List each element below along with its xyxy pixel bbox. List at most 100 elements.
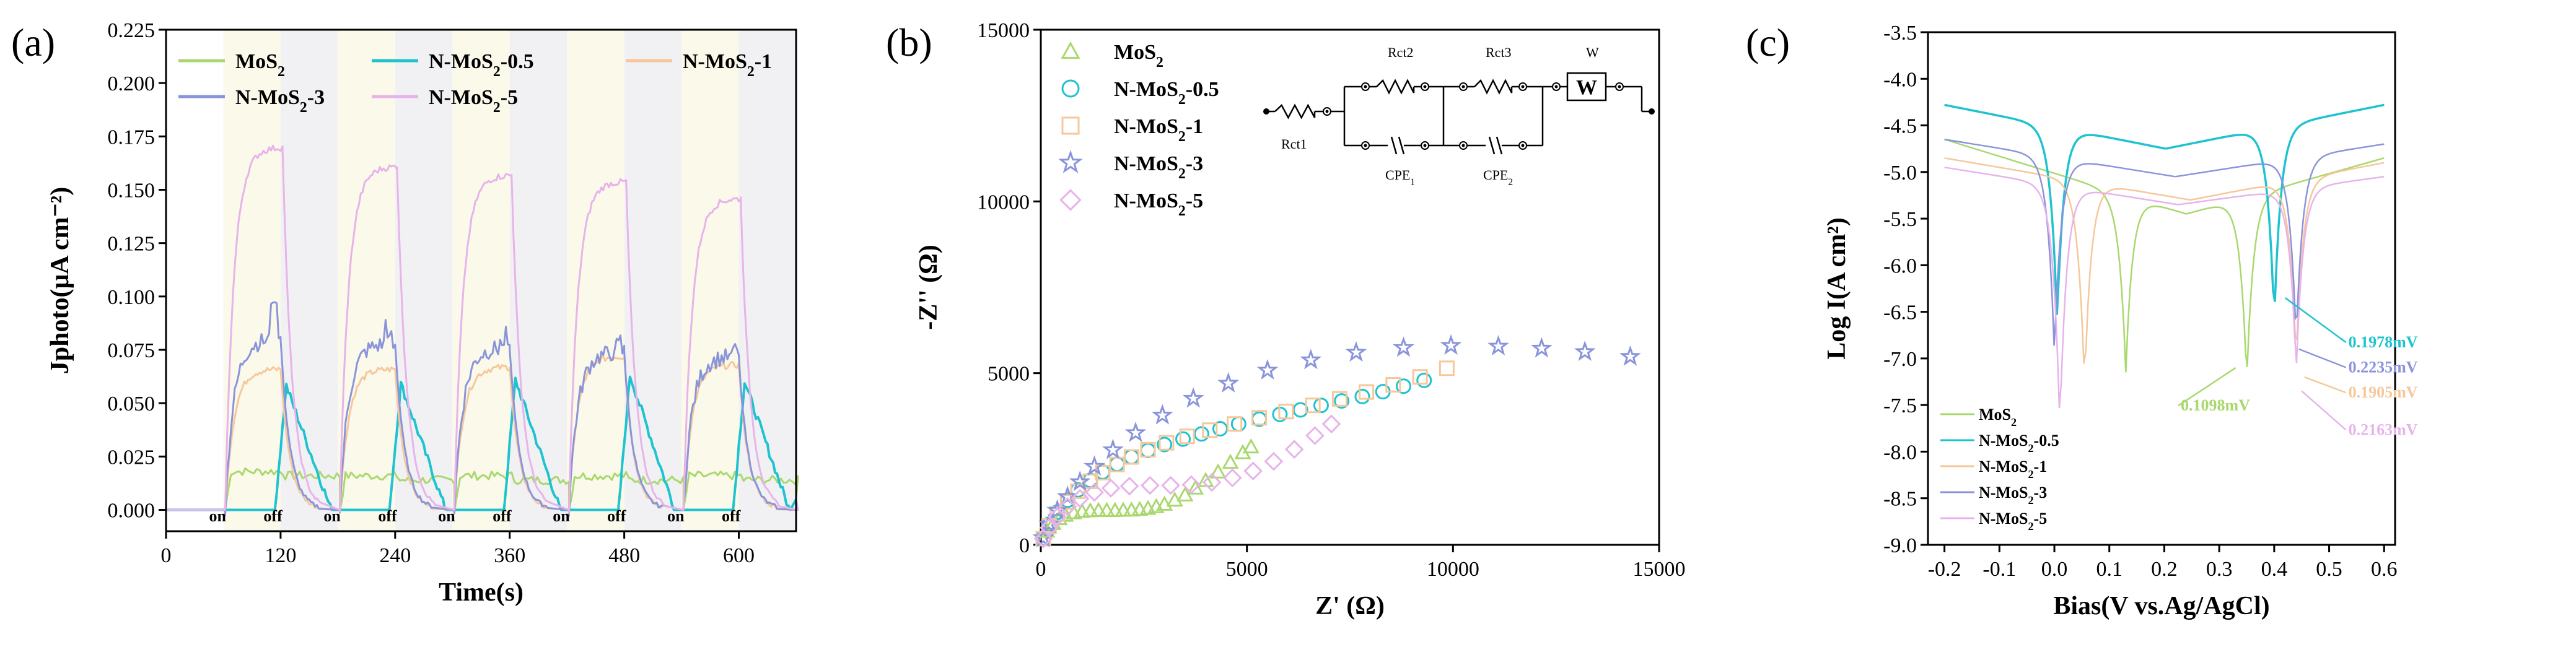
data-point	[1140, 441, 1156, 458]
x-tick-label: 0.0	[2041, 558, 2068, 581]
legend-label: MoS2	[1114, 41, 1163, 71]
light-on-band	[681, 30, 739, 531]
data-point	[1487, 335, 1509, 356]
data-point	[1156, 495, 1173, 511]
circuit-node-dot	[1461, 144, 1465, 147]
plot-frame	[1040, 28, 1660, 546]
circuit-label: Rct3	[1486, 45, 1512, 60]
x-tick-label: -0.1	[1982, 558, 2016, 581]
circuit-node-dot	[1423, 85, 1427, 89]
circuit-node-dot	[1461, 85, 1465, 89]
light-on-band	[338, 30, 395, 531]
series-line-1	[166, 467, 799, 513]
series-line-1	[1944, 138, 2187, 373]
series-line-4	[1944, 138, 2176, 346]
on-off-label: on	[323, 507, 341, 525]
data-point	[1227, 416, 1243, 432]
on-off-label: on	[438, 507, 455, 525]
circuit-resistor	[1376, 79, 1415, 95]
circuit-node-dot	[1364, 144, 1367, 147]
legend-marker	[1061, 116, 1080, 135]
data-point	[1230, 416, 1246, 432]
data-point	[1157, 436, 1173, 453]
legend-label: MoS2	[1979, 406, 2017, 428]
data-point	[1109, 456, 1125, 472]
data-point	[1090, 502, 1107, 517]
circuit-node-dot	[1423, 144, 1427, 147]
y-tick-label: 0.100	[108, 286, 156, 309]
series-line-4	[2175, 143, 2385, 321]
data-point	[1109, 456, 1125, 472]
y-tick-label: 10000	[977, 191, 1030, 214]
y-tick-label: -3.5	[1883, 22, 1917, 45]
y-tick-label: -7.0	[1883, 348, 1917, 371]
series-line-3	[1944, 157, 2191, 364]
data-point	[1179, 428, 1195, 445]
y-tick-label: 0.025	[108, 446, 156, 469]
circuit-label: Rct1	[1281, 136, 1307, 152]
x-axis-title: Bias(V vs.Ag/AgCl)	[2053, 592, 2269, 620]
circuit-node-dot	[1554, 85, 1558, 89]
circuit-node-dot	[1364, 85, 1367, 89]
circuit-resistor	[1474, 79, 1513, 95]
data-point	[1193, 426, 1209, 442]
data-point	[1181, 475, 1201, 495]
circuit-label: CPE2	[1483, 167, 1513, 188]
circuit-label: W	[1586, 45, 1599, 60]
legend-label: N-MoS2-0.5	[1114, 78, 1219, 108]
data-point	[1222, 453, 1239, 469]
plot-frame	[165, 28, 797, 532]
annotation-label: 0.1905mV	[2349, 383, 2418, 401]
on-off-label: on	[209, 507, 226, 525]
data-point	[1106, 502, 1124, 517]
light-off-band	[738, 30, 796, 531]
data-point	[1619, 345, 1641, 366]
y-tick-label: 0.150	[108, 180, 156, 202]
legend-label: N-MoS2-0.5	[1979, 432, 2059, 454]
y-tick-label: 0.125	[108, 233, 156, 256]
panel-b: 0 5000 10000 15000 0 5000 10000 15000 Z' (Ω) -Z''…	[886, 19, 1686, 620]
on-off-label: off	[607, 507, 626, 525]
series-line-4	[166, 301, 797, 517]
data-point	[1278, 404, 1294, 420]
x-tick-label: 0.4	[2261, 558, 2288, 581]
panel-a: on off on off on off on off on off 0 120 240 360 480 60…	[11, 19, 799, 607]
y-tick-label: -4.0	[1883, 68, 1917, 91]
panel-label: (a)	[11, 20, 55, 64]
series-line-2	[166, 375, 797, 511]
data-point	[1284, 440, 1304, 459]
data-point	[1084, 455, 1105, 476]
x-tick-label: 240	[379, 544, 411, 567]
legend-label: N-MoS2-3	[235, 86, 325, 116]
annotation-arrow	[2301, 390, 2347, 431]
data-point	[1082, 502, 1099, 518]
annotation-arrow	[2178, 367, 2236, 407]
y-tick-label: 15000	[977, 19, 1030, 42]
x-tick-label: 0	[161, 544, 172, 567]
data-point	[1101, 479, 1121, 498]
y-tick-label: 0.000	[108, 500, 156, 523]
circuit-label: Rct2	[1388, 45, 1414, 60]
data-point	[1161, 475, 1180, 495]
data-point	[1102, 438, 1124, 459]
circuit-cpe-plate	[1488, 136, 1496, 155]
circuit-node-dot	[1618, 85, 1621, 89]
data-point	[1202, 472, 1222, 492]
circuit-node-dot	[1325, 110, 1329, 113]
data-point	[1264, 451, 1284, 471]
data-point	[1186, 479, 1204, 495]
series-line-5	[2178, 176, 2385, 363]
data-point	[1085, 482, 1104, 502]
light-on-band	[223, 30, 281, 531]
on-off-label: off	[493, 507, 512, 525]
data-point	[1395, 378, 1411, 394]
legend-label: N-MoS2-0.5	[429, 50, 534, 80]
data-point	[1242, 438, 1260, 454]
y-axis-title: -Z'' (Ω)	[914, 245, 943, 329]
data-point	[1217, 372, 1240, 393]
data-point	[1345, 341, 1367, 362]
circuit-node-dot	[1521, 85, 1525, 89]
legend-label: N-MoS2-3	[1979, 484, 2047, 506]
circuit-terminal	[1649, 108, 1655, 115]
on-off-label: on	[553, 507, 570, 525]
